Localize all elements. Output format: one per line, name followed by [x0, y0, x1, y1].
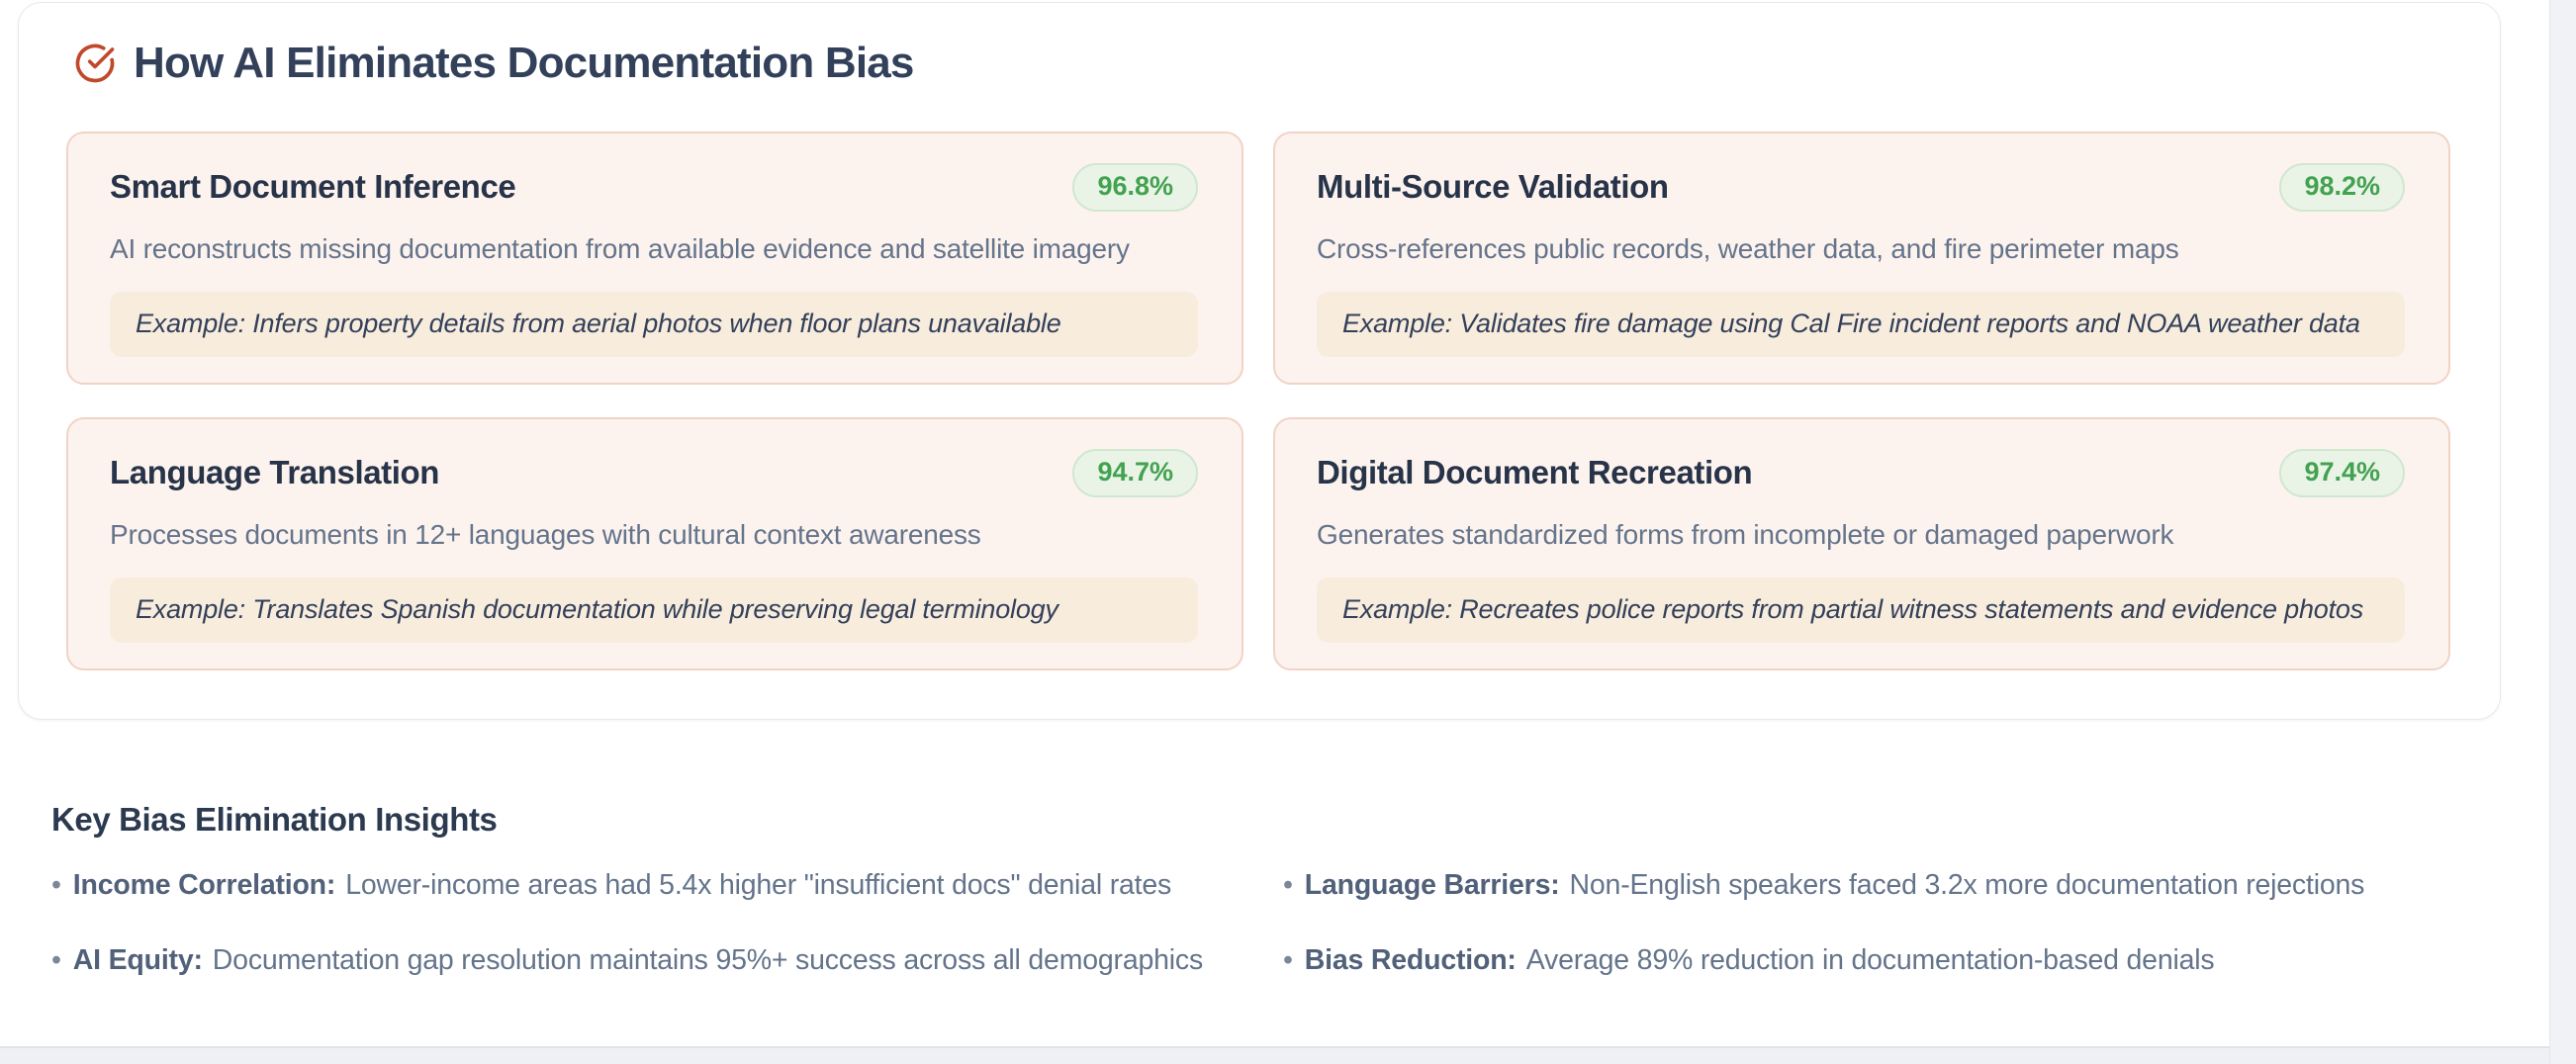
- capability-card-language-translation: Language Translation 94.7% Processes doc…: [66, 417, 1243, 670]
- scrollbar-track[interactable]: [2549, 0, 2576, 1064]
- capability-card-multi-source-validation: Multi-Source Validation 98.2% Cross-refe…: [1273, 132, 2450, 385]
- accuracy-badge: 94.7%: [1072, 449, 1198, 497]
- capability-card-header: Digital Document Recreation 97.4%: [1317, 449, 2405, 497]
- capability-title: Multi-Source Validation: [1317, 168, 1669, 206]
- insight-label: Bias Reduction:: [1304, 943, 1517, 976]
- insight-bias-reduction: • Bias Reduction: Average 89% reduction in…: [1283, 943, 2495, 979]
- capability-description: Generates standardized forms from incomp…: [1317, 518, 2174, 550]
- insights-list: • Income Correlation: Lower-income areas h…: [51, 868, 2495, 978]
- capability-example: Example: Recreates police reports from p…: [1317, 576, 2405, 643]
- bullet-icon: •: [51, 943, 61, 976]
- section-title: How AI Eliminates Documentation Bias: [134, 39, 914, 87]
- insight-label: Income Correlation:: [72, 869, 336, 901]
- capability-description: Processes documents in 12+ languages wit…: [110, 518, 981, 550]
- insight-label: Language Barriers:: [1304, 869, 1560, 901]
- insight-text: Non-English speakers faced 3.2x more doc…: [1569, 869, 2365, 901]
- insight-text: Average 89% reduction in documentation-b…: [1525, 943, 2215, 976]
- bullet-icon: •: [1283, 943, 1293, 976]
- accuracy-badge: 98.2%: [2279, 163, 2405, 212]
- capability-title: Smart Document Inference: [110, 168, 516, 206]
- capability-grid: Smart Document Inference 96.8% AI recons…: [66, 132, 2450, 670]
- bullet-icon: •: [1283, 869, 1293, 901]
- capability-description: AI reconstructs missing documentation fr…: [110, 232, 1130, 264]
- insights-section: Key Bias Elimination Insights • Income Co…: [51, 801, 2495, 978]
- content-panel: How AI Eliminates Documentation Bias Sma…: [0, 0, 2549, 1048]
- capability-title: Language Translation: [110, 454, 440, 491]
- insight-text: Documentation gap resolution maintains 9…: [212, 943, 1204, 976]
- insight-income-correlation: • Income Correlation: Lower-income areas h…: [51, 868, 1263, 904]
- ai-bias-section-card: How AI Eliminates Documentation Bias Sma…: [18, 2, 2501, 720]
- capability-title: Digital Document Recreation: [1317, 454, 1753, 491]
- capability-card-smart-document-inference: Smart Document Inference 96.8% AI recons…: [66, 132, 1243, 385]
- capability-card-digital-document-recreation: Digital Document Recreation 97.4% Genera…: [1273, 417, 2450, 670]
- capability-card-header: Smart Document Inference 96.8%: [110, 163, 1198, 212]
- insight-ai-equity: • AI Equity: Documentation gap resolution …: [51, 943, 1263, 979]
- capability-card-header: Multi-Source Validation 98.2%: [1317, 163, 2405, 212]
- check-circle-icon: [74, 43, 116, 84]
- insight-text: Lower-income areas had 5.4x higher "insu…: [345, 869, 1172, 901]
- capability-example: Example: Translates Spanish documentatio…: [110, 576, 1198, 643]
- capability-example: Example: Infers property details from ae…: [110, 291, 1198, 357]
- capability-example: Example: Validates fire damage using Cal…: [1317, 291, 2405, 357]
- insights-title: Key Bias Elimination Insights: [51, 801, 498, 838]
- insight-label: AI Equity:: [72, 943, 203, 976]
- section-header: How AI Eliminates Documentation Bias: [74, 39, 2450, 88]
- capability-description: Cross-references public records, weather…: [1317, 232, 2179, 264]
- bullet-icon: •: [51, 869, 61, 901]
- accuracy-badge: 96.8%: [1072, 163, 1198, 212]
- capability-card-header: Language Translation 94.7%: [110, 449, 1198, 497]
- accuracy-badge: 97.4%: [2279, 449, 2405, 497]
- insight-language-barriers: • Language Barriers: Non-English speakers …: [1283, 868, 2495, 904]
